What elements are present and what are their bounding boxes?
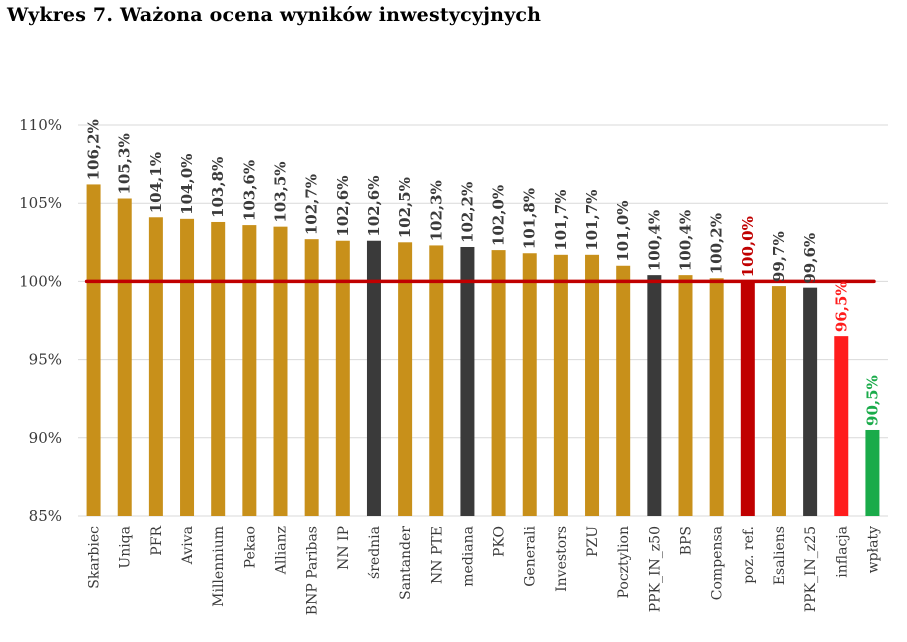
category-label: PZU — [585, 526, 601, 557]
bar — [273, 226, 288, 516]
data-label: 102,7% — [303, 174, 321, 235]
bar — [522, 253, 537, 517]
bar — [117, 198, 132, 516]
bar — [86, 184, 101, 516]
category-label: Investors — [554, 526, 570, 592]
data-label: 105,3% — [116, 133, 134, 194]
category-label: wpłaty — [865, 526, 881, 573]
category-label: PFR — [149, 526, 165, 556]
data-label: 100,0% — [739, 216, 757, 277]
category-labels: Skarbiec Uniqa PFR Aviva Millennium Pekao Alli… — [87, 525, 882, 615]
bar — [429, 245, 444, 517]
category-label: PPK_IN_z25 — [803, 526, 819, 612]
category-label: Esaliens — [772, 526, 788, 585]
data-label: 96,5% — [832, 281, 850, 332]
bar — [398, 242, 413, 517]
data-label: 99,7% — [770, 231, 788, 282]
category-label: Skarbiec — [87, 526, 103, 589]
category-label: PPK_IN_z50 — [647, 526, 663, 612]
data-label: 101,7% — [552, 190, 570, 251]
bar — [678, 275, 693, 516]
category-label: BPS — [679, 526, 695, 555]
data-label: 101,0% — [614, 201, 632, 262]
bar — [834, 336, 849, 516]
category-label: PKO — [492, 526, 508, 557]
bar — [740, 281, 755, 516]
data-label: 101,7% — [583, 190, 601, 251]
bar — [211, 221, 226, 516]
data-label: 100,4% — [677, 210, 695, 271]
data-label: 102,0% — [490, 185, 508, 246]
data-label: 99,6% — [801, 233, 819, 284]
category-label: NN IP — [336, 526, 352, 570]
gridlines — [78, 124, 888, 517]
data-label: 100,4% — [645, 210, 663, 271]
data-label: 100,2% — [708, 213, 726, 274]
category-label: Millennium — [211, 526, 227, 607]
data-label: 103,6% — [240, 160, 258, 221]
bar — [553, 254, 568, 516]
category-label: NN PTE — [429, 526, 445, 584]
data-label: 106,2% — [85, 119, 103, 180]
data-label: 102,6% — [365, 176, 383, 237]
y-tick-label: 110% — [19, 116, 62, 134]
data-label: 103,5% — [272, 161, 290, 222]
data-label: 104,0% — [178, 154, 196, 215]
data-label: 90,5% — [863, 375, 881, 426]
data-label: 102,6% — [334, 176, 352, 237]
category-label: Compensa — [710, 526, 726, 600]
category-label: średnia — [367, 526, 383, 579]
category-label: mediana — [460, 526, 476, 587]
y-tick-label: 100% — [19, 272, 62, 290]
data-label: 103,8% — [209, 157, 227, 218]
bar — [585, 254, 600, 516]
bars — [86, 184, 880, 517]
category-label: poz. ref. — [741, 526, 757, 584]
data-label: 102,5% — [396, 177, 414, 238]
bar — [366, 240, 381, 516]
category-label: Pekao — [242, 526, 258, 568]
y-tick-label: 95% — [29, 351, 62, 369]
chart-title: Wykres 7. Ważona ocena wyników inwestycy… — [7, 4, 542, 26]
bar — [616, 265, 631, 516]
y-tick-label: 90% — [29, 429, 62, 447]
bar — [803, 287, 818, 516]
category-label: inflacja — [834, 526, 850, 578]
y-tick-label: 85% — [29, 507, 62, 525]
category-label: Generali — [523, 525, 539, 586]
bar — [180, 218, 195, 516]
y-tick-label: 105% — [19, 194, 62, 212]
bar — [865, 429, 880, 516]
data-label: 102,3% — [427, 180, 445, 241]
data-labels: 106,2% 105,3% 104,1% 104,0% 103,8% 103,6% 103,… — [85, 119, 882, 426]
category-label: Aviva — [180, 526, 196, 565]
bar — [460, 246, 475, 516]
bar — [491, 250, 506, 516]
bar — [647, 275, 662, 516]
category-label: Pocztylion — [616, 526, 632, 598]
category-label: Uniqa — [118, 526, 134, 569]
bar — [304, 239, 319, 516]
bar — [148, 217, 163, 516]
data-label: 104,1% — [147, 152, 165, 213]
category-label: Allianz — [274, 526, 290, 575]
data-label: 101,8% — [521, 188, 539, 249]
bar — [242, 225, 257, 516]
bar — [771, 286, 786, 516]
data-label: 102,2% — [458, 182, 476, 243]
bar — [335, 240, 350, 516]
y-axis-ticks: 85% 90% 95% 100% 105% 110% — [19, 116, 62, 525]
category-label: BNP Paribas — [305, 526, 321, 615]
bar — [709, 278, 724, 516]
category-label: Santander — [398, 526, 414, 600]
